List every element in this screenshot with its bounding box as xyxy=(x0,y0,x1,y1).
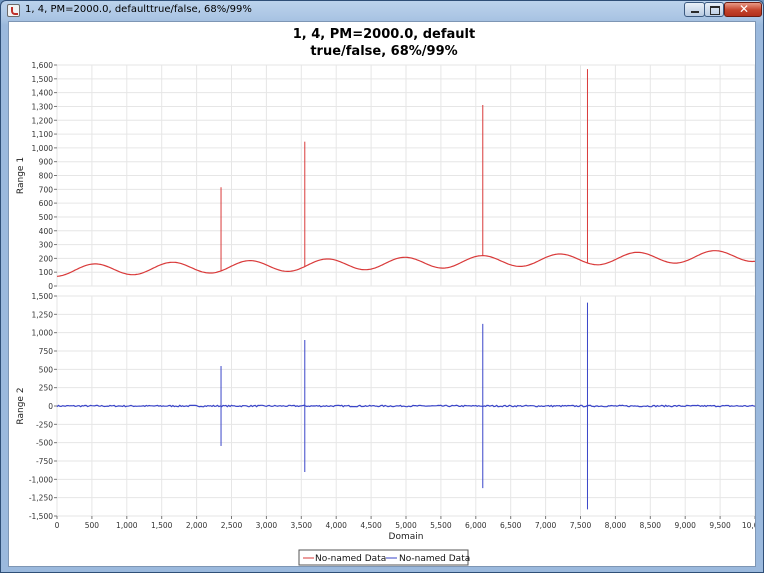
x-tick-label: 9,500 xyxy=(709,521,731,530)
title-bar[interactable]: 1, 4, PM=2000.0, defaulttrue/false, 68%/… xyxy=(1,1,763,21)
y-tick-label: 1,000 xyxy=(32,329,54,338)
x-tick-label: 9,000 xyxy=(674,521,696,530)
y-tick-label: 1,500 xyxy=(32,75,54,84)
y-tick-label: 1,000 xyxy=(32,144,54,153)
y-tick-label: 1,100 xyxy=(32,130,54,139)
y-tick-label: -1,500 xyxy=(29,512,53,521)
close-button[interactable]: ✕ xyxy=(724,2,762,17)
x-tick-label: 8,500 xyxy=(640,521,662,530)
x-tick-label: 4,000 xyxy=(325,521,347,530)
y-tick-label: 600 xyxy=(39,199,54,208)
y-tick-label: 700 xyxy=(39,185,54,194)
y-tick-label: -1,250 xyxy=(29,494,53,503)
y-tick-label: 200 xyxy=(39,254,54,263)
close-icon: ✕ xyxy=(739,2,750,16)
maximize-icon xyxy=(710,6,720,15)
y-tick-label: -750 xyxy=(36,457,53,466)
x-tick-label: 6,500 xyxy=(500,521,522,530)
y-tick-label: 1,300 xyxy=(32,102,54,111)
y-axis-label: Range 2 xyxy=(16,387,26,424)
legend: No-named Data No-named Data xyxy=(298,549,470,566)
y-axis-label: Range 1 xyxy=(16,157,26,194)
x-tick-label: 6,000 xyxy=(465,521,487,530)
x-tick-label: 2,500 xyxy=(221,521,243,530)
x-tick-label: 7,000 xyxy=(535,521,557,530)
x-tick-label: 7,500 xyxy=(570,521,592,530)
y-tick-label: 1,400 xyxy=(32,89,54,98)
y-tick-label: 500 xyxy=(39,213,54,222)
y-tick-label: 1,250 xyxy=(32,310,54,319)
y-tick-label: 500 xyxy=(39,365,54,374)
y-tick-label: -1,000 xyxy=(29,475,53,484)
x-axis-label: Domain xyxy=(389,532,424,542)
window-title: 1, 4, PM=2000.0, defaulttrue/false, 68%/… xyxy=(25,4,252,15)
x-tick-label: 500 xyxy=(85,521,100,530)
y-tick-label: 250 xyxy=(39,384,54,393)
range1-subplot: 0 100 200 300 400 500 600 700 800 900 1,000 1,100 1,… xyxy=(16,61,756,291)
y-tick-label: 1,500 xyxy=(32,292,54,301)
y-tick-label: 300 xyxy=(39,241,54,250)
java-app-icon xyxy=(7,4,20,17)
x-tick-label: 0 xyxy=(55,521,60,530)
legend-label-1: No-named Data xyxy=(315,554,386,564)
y-tick-label: 1,200 xyxy=(32,116,54,125)
chart-title-line2: true/false, 68%/99% xyxy=(310,44,457,59)
x-tick-label: 1,000 xyxy=(116,521,138,530)
y-tick-label: 1,600 xyxy=(32,61,54,70)
x-tick-label: 8,000 xyxy=(605,521,627,530)
x-tick-label: 10,000 xyxy=(742,521,755,530)
legend-box xyxy=(298,549,469,566)
minimize-icon xyxy=(691,11,699,13)
y-tick-label: 900 xyxy=(39,158,54,167)
x-tick-label: 3,000 xyxy=(256,521,278,530)
chart-panel: 1, 4, PM=2000.0, default true/false, 68%… xyxy=(8,21,764,567)
x-tick-label: 5,000 xyxy=(395,521,417,530)
maximize-button[interactable] xyxy=(704,2,724,17)
chart-svg: 1, 4, PM=2000.0, default true/false, 68%… xyxy=(16,27,764,566)
minimize-button[interactable] xyxy=(684,2,705,17)
y-tick-label: 750 xyxy=(39,347,54,356)
x-tick-label: 5,500 xyxy=(430,521,452,530)
y-tick-label: -500 xyxy=(36,439,53,448)
y-tick-label: 0 xyxy=(48,402,53,411)
y-tick-label: 400 xyxy=(39,227,54,236)
legend-label-2: No-named Data xyxy=(399,554,470,564)
range2-subplot: -1,500 -1,250 -1,000 -750 -500 -250 0 250 500 750… xyxy=(16,292,756,521)
y-tick-label: 0 xyxy=(48,282,53,291)
x-tick-label: 1,500 xyxy=(151,521,173,530)
series-range2-line xyxy=(56,404,756,408)
y-tick-label: 800 xyxy=(39,172,54,181)
series-range1-line xyxy=(56,250,756,277)
y-tick-label: -250 xyxy=(36,420,53,429)
y-tick-label: 100 xyxy=(39,268,54,277)
domain-axis: 0 500 1,000 1,500 2,000 2,500 3,000 3,500 4,000 4… xyxy=(55,516,764,530)
x-tick-label: 3,500 xyxy=(291,521,313,530)
x-tick-label: 2,000 xyxy=(186,521,208,530)
chart-title-line1: 1, 4, PM=2000.0, default xyxy=(293,27,475,42)
x-tick-label: 4,500 xyxy=(360,521,382,530)
